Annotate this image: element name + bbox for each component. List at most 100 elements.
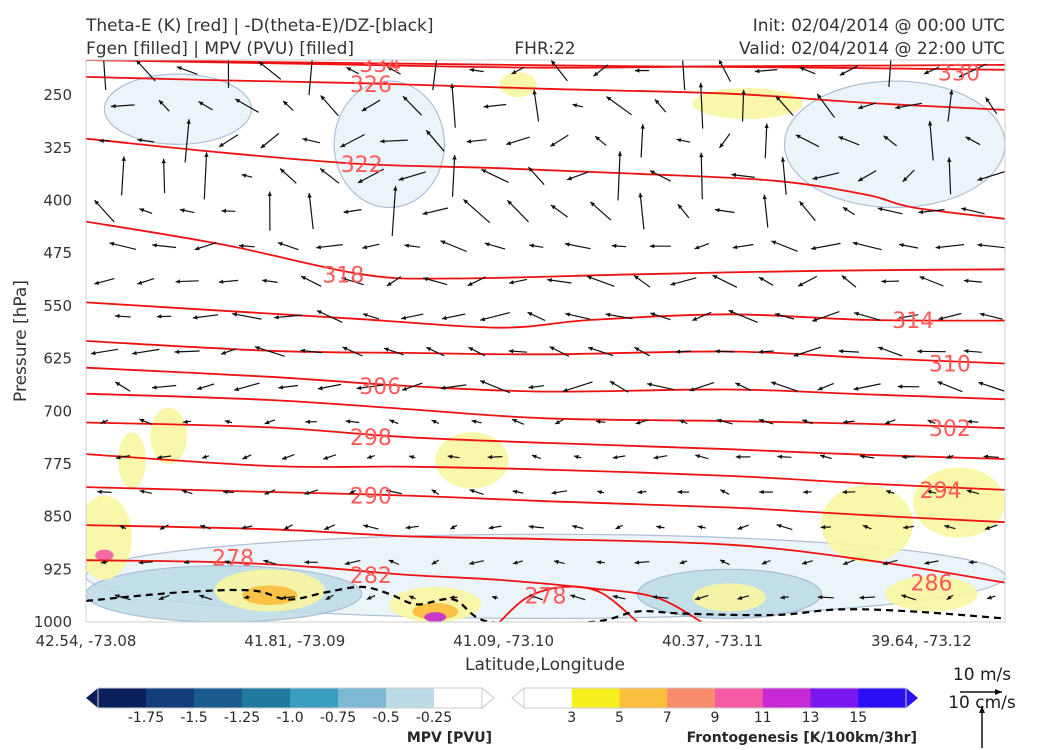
wind-vector-head [777, 454, 783, 459]
x-tick-label: 40.37, -73.11 [662, 632, 763, 650]
x-axis-label: Latitude,Longitude [465, 655, 625, 675]
wind-vector-head [423, 277, 429, 282]
wind-vector-head [447, 454, 453, 459]
wind-vector-head [260, 143, 266, 149]
wind-vector [356, 384, 386, 390]
wind-vector-head [987, 595, 992, 600]
wind-vector [203, 152, 208, 200]
wind-vector [398, 171, 426, 181]
wind-vector-head [431, 489, 437, 494]
wind-vector-head [349, 489, 355, 494]
wind-vector-head [111, 104, 116, 109]
wind-vector-head [572, 103, 578, 108]
wind-vector-head [637, 489, 643, 495]
wind-vector-head [136, 60, 141, 65]
wind-vector [894, 102, 923, 109]
wind-vector-head [799, 67, 805, 71]
wind-vector-head [574, 455, 579, 460]
fgen-fill-layer [86, 71, 1005, 622]
wind-vector-head [258, 61, 264, 67]
contour-label: 278 [212, 546, 254, 571]
wind-vector-head [426, 130, 431, 136]
contour-label: 318 [322, 263, 364, 288]
wind-vector-head [676, 138, 682, 143]
contour-label: 302 [929, 417, 971, 442]
wind-vector [852, 242, 882, 251]
theta-e-contour [86, 392, 1005, 429]
fgen-region [412, 603, 459, 620]
wind-vector-head [649, 244, 655, 249]
wind-vector [432, 60, 438, 91]
wind-vector-head [917, 349, 922, 354]
wind-vector-head [562, 388, 568, 393]
wind-vector-head [161, 158, 166, 164]
contour-label: 334 [359, 53, 401, 78]
y-tick-label: 625 [43, 350, 72, 368]
wind-vector-head [839, 71, 845, 76]
wind-vector-head [175, 279, 181, 284]
wind-vector-head [924, 560, 930, 565]
wind-vector [308, 60, 313, 96]
wind-vector-head [159, 525, 165, 530]
wind-vector-head [509, 280, 514, 285]
wind-vector-head [532, 89, 537, 95]
wind-vector-head [223, 489, 228, 495]
wind-vector-head [114, 594, 120, 599]
fgen-colorbar-tick: 3 [567, 710, 576, 726]
wind-vector-head [224, 560, 230, 565]
wind-vector-head [675, 349, 681, 354]
mpv-colorbar-swatch [242, 688, 291, 708]
wind-vector-head [300, 348, 306, 353]
wind-vector-head [795, 134, 801, 139]
fgen-colorbar-tick: 11 [754, 710, 772, 726]
wind-vector-head [138, 560, 144, 565]
wind-vector-head [99, 138, 104, 143]
wind-vector-head [480, 317, 486, 322]
wind-vector-head [94, 280, 100, 285]
wind-vector-head [698, 82, 704, 88]
wind-vector-head [919, 276, 925, 281]
wind-vector-head [860, 454, 865, 459]
wind-vector-head [979, 312, 985, 317]
wind-vector-head [965, 136, 971, 141]
wind-vector-head [218, 279, 224, 284]
wind-vector-head [466, 139, 472, 144]
wind-vector-head [132, 350, 137, 356]
wind-vector-head [564, 242, 570, 247]
wind-vector-head [615, 525, 621, 529]
wind-vector [589, 201, 612, 221]
wind-vector [764, 123, 768, 159]
wind-vector-head [344, 561, 350, 566]
wind-vector-head [902, 177, 908, 182]
theta-e-contour-layer [86, 60, 1005, 622]
wind-vector-head [699, 152, 704, 158]
fgen-region [499, 71, 537, 98]
y-tick-label: 250 [43, 86, 72, 104]
mpv-colorbar-swatch [194, 688, 243, 708]
wind-vector-head [780, 595, 785, 600]
wind-vector-head [926, 489, 932, 494]
wind-vector-head [695, 596, 701, 601]
wind-vector-head [528, 524, 534, 529]
wind-vector-head [862, 525, 868, 530]
wind-vector-head [243, 595, 249, 600]
wind-vector [103, 60, 107, 91]
wind-vector [816, 93, 835, 118]
wind-vector [606, 96, 632, 116]
fgen-colorbar-swatch [762, 688, 811, 708]
wind-key-vertical-label: 10 cm/s [948, 693, 1016, 713]
wind-vector-head [152, 243, 157, 248]
wind-vector-head [634, 560, 640, 565]
wind-key-horizontal-label: 10 m/s [953, 665, 1011, 685]
wind-vector-head [471, 419, 477, 424]
wind-vector-head [885, 420, 890, 425]
stability-contour-layer [86, 585, 1005, 622]
fgen-region [692, 583, 767, 612]
plot-frame [85, 59, 1006, 623]
wind-vector-head [635, 420, 641, 425]
wind-vector-head [511, 69, 517, 74]
fgen-colorbar-swatch [715, 688, 764, 708]
wind-vector [853, 312, 881, 321]
wind-vector-head [183, 419, 188, 424]
wind-vector-head [617, 151, 622, 156]
